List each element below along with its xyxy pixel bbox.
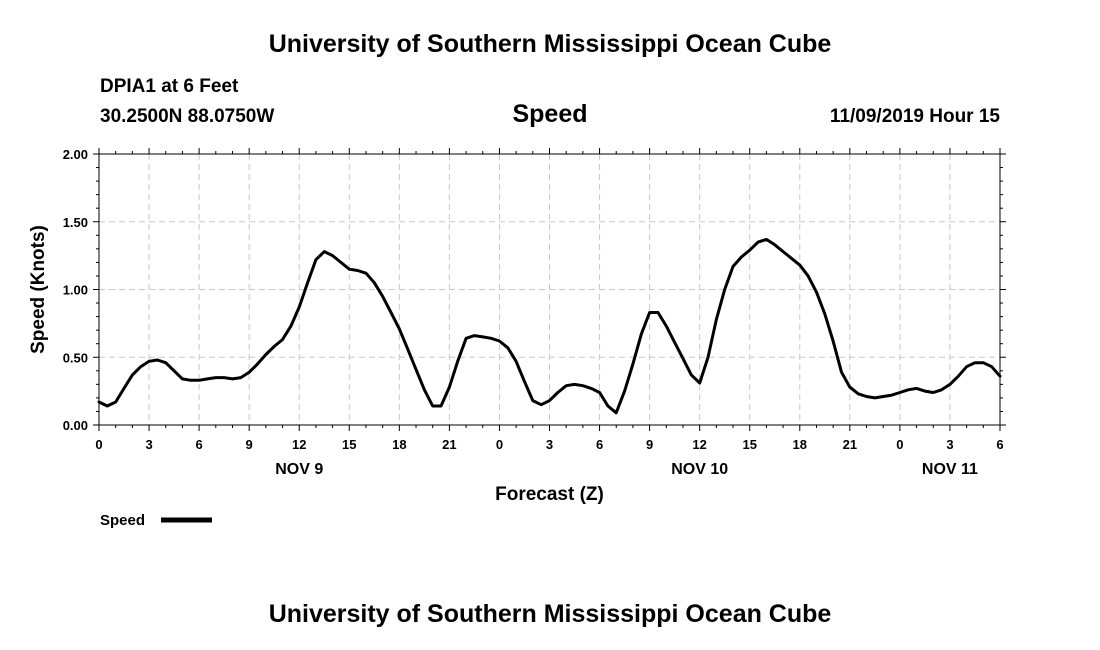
series-line-speed xyxy=(97,237,1002,415)
y-tick-label: 0.50 xyxy=(63,350,88,365)
x-tick-label: 12 xyxy=(692,437,706,452)
page-title: University of Southern Mississippi Ocean… xyxy=(268,30,832,58)
chart-axes xyxy=(93,148,1006,431)
x-tick-label: 12 xyxy=(292,437,306,452)
x-axis-title: Forecast (Z) xyxy=(495,484,604,505)
station-label: DPIA1 at 6 Feet xyxy=(100,76,239,97)
series-layer xyxy=(97,237,1002,415)
y-tick-label: 0.00 xyxy=(63,418,88,433)
legend: Speed xyxy=(100,512,212,529)
x-tick-label: 6 xyxy=(996,437,1003,452)
day-label: NOV 11 xyxy=(922,461,978,478)
plot-frame xyxy=(98,153,1001,426)
chart-title: Speed xyxy=(512,100,588,128)
x-tick-label: 0 xyxy=(95,437,102,452)
x-tick-label: 3 xyxy=(145,437,152,452)
x-tick-label: 0 xyxy=(896,437,903,452)
y-tick-label: 2.00 xyxy=(63,147,88,162)
grid-lines xyxy=(99,154,1000,425)
x-tick-label: 21 xyxy=(442,437,456,452)
x-tick-label: 6 xyxy=(596,437,603,452)
x-tick-label: 15 xyxy=(742,437,756,452)
x-tick-label: 9 xyxy=(646,437,653,452)
x-tick-label: 3 xyxy=(946,437,953,452)
day-label: NOV 10 xyxy=(671,461,728,478)
y-tick-label: 1.00 xyxy=(63,283,88,298)
x-tick-label: 9 xyxy=(246,437,253,452)
x-tick-label: 6 xyxy=(195,437,202,452)
date-label: 11/09/2019 Hour 15 xyxy=(829,106,1000,127)
y-tick-label: 1.50 xyxy=(63,215,88,230)
tick-labels: 0 3 6 9 12 15 18 21 0 3 6 9 12 15 18 21 0 3 6 0.00 0.50 1.00 1… xyxy=(28,147,1004,505)
x-tick-label: 3 xyxy=(546,437,553,452)
y-axis-title: Speed (Knots) xyxy=(28,225,49,354)
x-tick-label: 18 xyxy=(793,437,807,452)
legend-label: Speed xyxy=(100,512,145,529)
x-tick-label: 21 xyxy=(843,437,857,452)
x-tick-label: 0 xyxy=(496,437,503,452)
day-label: NOV 9 xyxy=(275,461,323,478)
x-tick-label: 15 xyxy=(342,437,356,452)
footer-title: University of Southern Mississippi Ocean… xyxy=(268,600,832,628)
coordinates-label: 30.2500N 88.0750W xyxy=(100,106,275,127)
x-tick-label: 18 xyxy=(392,437,406,452)
